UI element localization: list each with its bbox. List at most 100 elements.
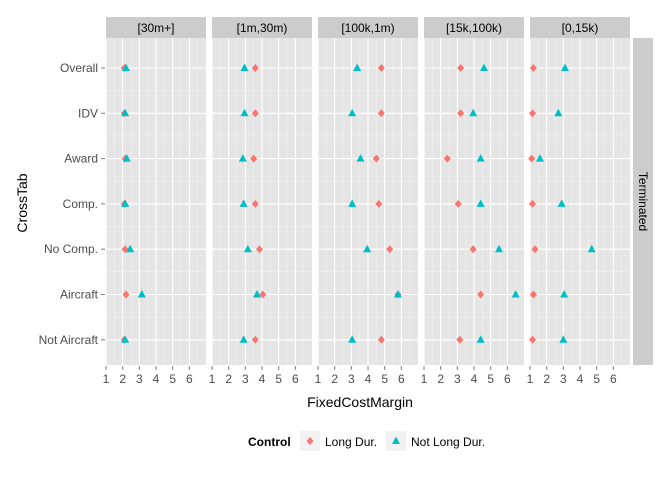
point-not-long-dur-15k-100k-no-comp bbox=[495, 244, 503, 253]
point-long-dur-15k-100k-idv bbox=[457, 109, 465, 118]
point-long-dur-1m-30m-idv bbox=[251, 109, 259, 118]
row-strip-background bbox=[633, 38, 653, 365]
facet-label-30m: [30m+] bbox=[137, 21, 174, 35]
point-not-long-dur-15k-100k-overall bbox=[480, 63, 488, 71]
x-tick-label: 4 bbox=[577, 372, 584, 386]
x-tick-label: 1 bbox=[315, 372, 322, 386]
point-long-dur-0-15k-comp bbox=[529, 199, 536, 208]
point-long-dur-1m-30m-not-aircraft bbox=[251, 335, 259, 344]
point-long-dur-30m-aircraft bbox=[122, 290, 130, 299]
x-tick-label: 3 bbox=[348, 372, 355, 386]
point-long-dur-15k-100k-comp bbox=[454, 199, 462, 208]
point-not-long-dur-15k-100k-idv bbox=[469, 108, 478, 117]
point-not-long-dur-30m-not-aircraft bbox=[121, 335, 130, 343]
x-tick-label: 3 bbox=[560, 372, 567, 386]
point-not-long-dur-100k-1m-overall bbox=[353, 63, 362, 71]
y-axis-title: CrossTab bbox=[14, 173, 30, 232]
point-long-dur-15k-100k-not-aircraft bbox=[456, 335, 464, 344]
point-not-long-dur-15k-100k-not-aircraft bbox=[476, 335, 485, 343]
point-not-long-dur-100k-1m-award bbox=[356, 154, 365, 162]
point-long-dur-1m-30m-award bbox=[250, 154, 258, 163]
point-long-dur-15k-100k-award bbox=[443, 154, 451, 163]
x-tick-label: 2 bbox=[331, 372, 338, 386]
x-tick-label: 3 bbox=[454, 372, 461, 386]
point-not-long-dur-0-15k-aircraft bbox=[560, 290, 569, 298]
point-long-dur-0-15k-idv bbox=[529, 109, 536, 118]
point-not-long-dur-30m-award bbox=[122, 154, 131, 162]
point-long-dur-1m-30m-overall bbox=[251, 64, 259, 72]
point-not-long-dur-1m-30m-idv bbox=[240, 108, 249, 117]
point-not-long-dur-1m-30m-comp bbox=[239, 199, 248, 207]
x-tick-label: 5 bbox=[487, 372, 494, 386]
point-not-long-dur-1m-30m-not-aircraft bbox=[239, 335, 248, 343]
strip-background bbox=[318, 17, 418, 38]
facet-panel-30m bbox=[105, 38, 206, 365]
x-tick-label: 2 bbox=[543, 372, 550, 386]
x-tick-label: 4 bbox=[259, 372, 266, 386]
point-long-dur-1m-30m-aircraft bbox=[259, 290, 267, 299]
legend-key-long-dur bbox=[306, 437, 314, 445]
x-tick-label: 4 bbox=[471, 372, 478, 386]
point-long-dur-0-15k-aircraft bbox=[529, 290, 537, 299]
x-tick-label: 6 bbox=[610, 372, 617, 386]
point-not-long-dur-1m-30m-award bbox=[238, 154, 247, 162]
x-tick-label: 3 bbox=[242, 372, 249, 386]
facet-panel-100k-1m bbox=[317, 38, 418, 365]
point-long-dur-100k-1m-overall bbox=[377, 64, 385, 72]
facet-label-1m-30m: [1m,30m) bbox=[237, 21, 288, 35]
point-long-dur-100k-1m-no-comp bbox=[386, 245, 394, 254]
point-not-long-dur-15k-100k-comp bbox=[476, 199, 485, 207]
point-long-dur-0-15k-no-comp bbox=[531, 245, 539, 254]
facet-panel-1m-30m bbox=[211, 38, 312, 365]
data-points bbox=[120, 63, 596, 344]
point-long-dur-100k-1m-idv bbox=[377, 109, 385, 118]
strip-background bbox=[530, 17, 630, 38]
facet-label-0-15k: [0,15k) bbox=[562, 21, 599, 35]
point-long-dur-1m-30m-no-comp bbox=[256, 245, 263, 254]
x-tick-label: 2 bbox=[225, 372, 232, 386]
y-tick-label-not-aircraft: Not Aircraft bbox=[39, 333, 99, 347]
point-not-long-dur-1m-30m-overall bbox=[240, 63, 249, 71]
legend-label-long-dur: Long Dur. bbox=[325, 435, 377, 449]
point-not-long-dur-1m-30m-aircraft bbox=[253, 290, 261, 298]
x-tick-label: 2 bbox=[119, 372, 126, 386]
facet-panel-0-15k bbox=[529, 38, 630, 365]
point-long-dur-0-15k-overall bbox=[529, 64, 537, 72]
point-long-dur-15k-100k-overall bbox=[457, 64, 465, 72]
facet-panel-15k-100k bbox=[423, 38, 524, 365]
point-not-long-dur-0-15k-award bbox=[536, 154, 544, 162]
point-long-dur-0-15k-not-aircraft bbox=[529, 335, 536, 344]
x-tick-label: 1 bbox=[209, 372, 216, 386]
x-tick-label: 4 bbox=[365, 372, 372, 386]
x-tick-label: 3 bbox=[136, 372, 143, 386]
x-tick-label: 5 bbox=[381, 372, 388, 386]
x-tick-label: 2 bbox=[437, 372, 444, 386]
point-long-dur-0-15k-award bbox=[528, 154, 536, 163]
point-not-long-dur-100k-1m-not-aircraft bbox=[348, 335, 357, 343]
legend-marker-long-dur bbox=[306, 437, 314, 445]
legend-key-not-long-dur bbox=[392, 436, 400, 444]
y-tick-label-overall: Overall bbox=[60, 61, 98, 75]
series-not-long-dur bbox=[121, 63, 596, 343]
x-tick-label: 6 bbox=[398, 372, 405, 386]
point-not-long-dur-30m-idv bbox=[121, 108, 130, 117]
x-tick-label: 6 bbox=[504, 372, 511, 386]
legend-title: Control bbox=[248, 435, 291, 449]
x-tick-label: 5 bbox=[275, 372, 282, 386]
x-axis-title: FixedCostMargin bbox=[307, 394, 413, 410]
point-not-long-dur-0-15k-idv bbox=[554, 108, 563, 117]
x-tick-label: 5 bbox=[169, 372, 176, 386]
point-long-dur-30m-no-comp bbox=[121, 245, 129, 254]
facet-label-15k-100k: [15k,100k) bbox=[446, 21, 502, 35]
x-tick-label: 5 bbox=[593, 372, 600, 386]
strip-background bbox=[424, 17, 524, 38]
point-not-long-dur-30m-comp bbox=[121, 199, 130, 207]
point-long-dur-100k-1m-comp bbox=[375, 199, 383, 208]
point-not-long-dur-30m-no-comp bbox=[126, 244, 135, 253]
y-tick-label-idv: IDV bbox=[78, 106, 98, 120]
point-not-long-dur-0-15k-no-comp bbox=[587, 244, 596, 253]
point-not-long-dur-100k-1m-comp bbox=[348, 199, 357, 207]
x-tick-label: 6 bbox=[292, 372, 299, 386]
point-long-dur-100k-1m-award bbox=[372, 154, 380, 163]
facet-strips: [30m+] [1m,30m) [100k,1m) [15k,100k) [0,15k)… bbox=[106, 17, 653, 365]
